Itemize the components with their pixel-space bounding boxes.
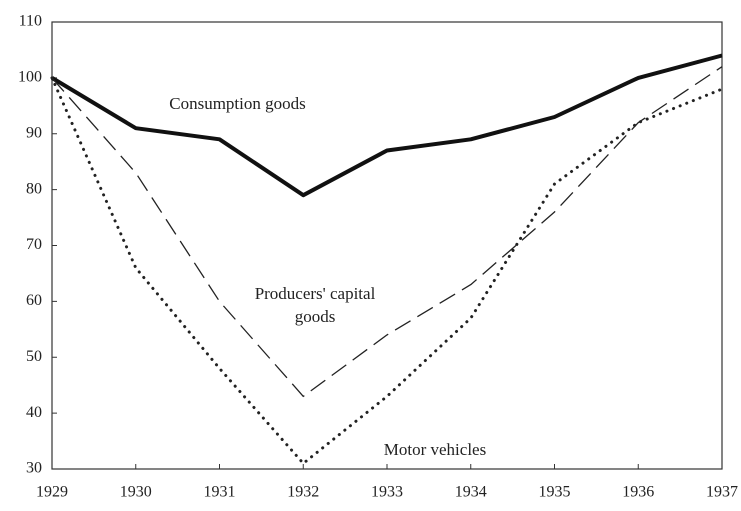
x-tick-label: 1936 (622, 484, 654, 501)
y-tick-label: 100 (18, 69, 42, 86)
y-tick-label: 70 (26, 236, 42, 253)
y-tick-label: 110 (19, 13, 42, 30)
x-tick-label: 1932 (287, 484, 319, 501)
series-label: Consumption goods (169, 94, 306, 113)
x-tick-label: 1937 (706, 484, 738, 501)
plot-frame (51, 21, 723, 470)
y-tick-label: 90 (26, 124, 42, 141)
y-tick-label: 50 (26, 348, 42, 365)
x-tick-label: 1934 (455, 484, 487, 501)
x-tick-label: 1933 (371, 484, 403, 501)
y-tick-label: 30 (26, 460, 42, 477)
series-line (51, 66, 723, 398)
x-tick-label: 1930 (120, 484, 152, 501)
series-line (50, 53, 723, 198)
series-label: Motor vehicles (383, 440, 487, 459)
series-label: Producers' capital goods (254, 284, 376, 326)
x-tick-label: 1931 (204, 484, 236, 501)
y-tick-label: 40 (26, 404, 42, 421)
x-tick-label: 1929 (36, 484, 68, 501)
series-line (50, 76, 724, 465)
y-tick-label: 60 (26, 292, 42, 309)
x-tick-label: 1935 (539, 484, 571, 501)
y-tick-label: 80 (26, 180, 42, 197)
